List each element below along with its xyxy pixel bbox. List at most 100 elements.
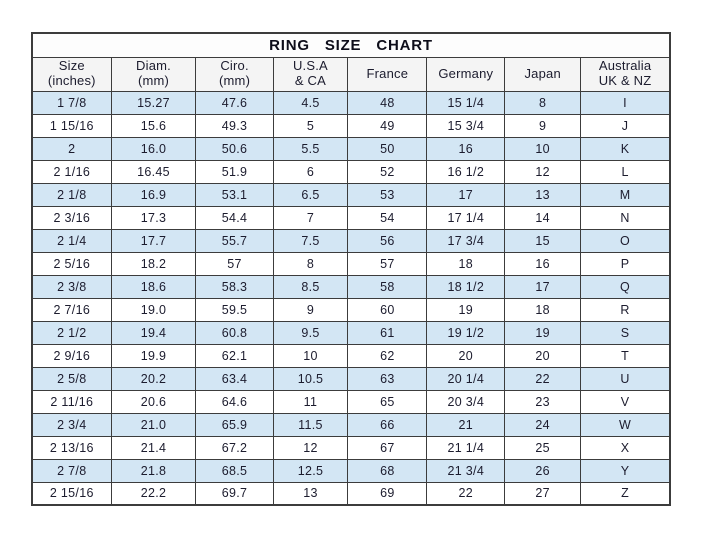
table-cell: 48	[347, 90, 428, 115]
column-header: Japan	[504, 56, 582, 92]
table-cell: Z	[580, 481, 671, 506]
table-row: 2 9/16 19.9 62.1 10 62 20 20 T	[31, 343, 671, 368]
table-cell: Q	[580, 274, 671, 299]
table-row: 1 7/8 15.27 47.6 4.5 48 15 1/4 8 I	[31, 90, 671, 115]
table-cell: 19 1/2	[426, 320, 506, 345]
table-row: 1 15/16 15.6 49.3 5 49 15 3/4 9 J	[31, 113, 671, 138]
table-row: 2 5/16 18.2 57 8 57 18 16 P	[31, 251, 671, 276]
table-body: 1 7/8 15.27 47.6 4.5 48 15 1/4 8 I 1 15/16 15.6 49…	[31, 90, 671, 506]
table-cell: U	[580, 366, 671, 391]
table-cell: 9	[272, 297, 349, 322]
table-cell: 21.4	[110, 435, 197, 460]
table-cell: 18	[426, 251, 506, 276]
table-cell: 21 1/4	[426, 435, 506, 460]
table-row: 2 16.0 50.6 5.5 50 16 10 K	[31, 136, 671, 161]
table-cell: 67	[347, 435, 428, 460]
table-cell: 63.4	[195, 366, 274, 391]
chart-title-row: RING SIZE CHART	[31, 32, 671, 58]
table-cell: 55.7	[195, 228, 274, 253]
table-row: 2 15/16 22.2 69.7 13 69 22 27 Z	[31, 481, 671, 506]
table-cell: 16	[426, 136, 506, 161]
table-cell: 12	[504, 159, 582, 184]
table-cell: 2 1/8	[31, 182, 112, 207]
table-cell: 68.5	[195, 458, 274, 483]
table-cell: 58	[347, 274, 428, 299]
table-cell: 53.1	[195, 182, 274, 207]
table-cell: 22	[504, 366, 582, 391]
table-cell: 22	[426, 481, 506, 506]
table-row: 2 13/16 21.4 67.2 12 67 21 1/4 25 X	[31, 435, 671, 460]
table-cell: 15 3/4	[426, 113, 506, 138]
table-cell: 60.8	[195, 320, 274, 345]
column-header: Diam. (mm)	[110, 56, 197, 92]
table-cell: 5	[272, 113, 349, 138]
table-cell: L	[580, 159, 671, 184]
table-cell: M	[580, 182, 671, 207]
table-cell: 16.9	[110, 182, 197, 207]
table-cell: 50.6	[195, 136, 274, 161]
table-row: 2 1/2 19.4 60.8 9.5 61 19 1/2 19 S	[31, 320, 671, 345]
table-cell: 10.5	[272, 366, 349, 391]
table-cell: 18	[504, 297, 582, 322]
table-cell: 16 1/2	[426, 159, 506, 184]
table-cell: 11	[272, 389, 349, 414]
table-cell: 65.9	[195, 412, 274, 437]
column-header: U.S.A & CA	[272, 56, 349, 92]
table-cell: 2 3/16	[31, 205, 112, 230]
table-cell: 60	[347, 297, 428, 322]
table-cell: 11.5	[272, 412, 349, 437]
table-cell: K	[580, 136, 671, 161]
table-cell: N	[580, 205, 671, 230]
table-row: 2 7/16 19.0 59.5 9 60 19 18 R	[31, 297, 671, 322]
header-row: Size (inches) Diam. (mm) Ciro. (mm) U.S.A & CA F…	[31, 56, 671, 92]
table-cell: 68	[347, 458, 428, 483]
table-cell: 16	[504, 251, 582, 276]
table-cell: 2 1/2	[31, 320, 112, 345]
table-cell: J	[580, 113, 671, 138]
table-cell: 63	[347, 366, 428, 391]
table-cell: 2 1/4	[31, 228, 112, 253]
table-cell: 57	[195, 251, 274, 276]
table-cell: 21.8	[110, 458, 197, 483]
table-cell: 19	[504, 320, 582, 345]
table-cell: 67.2	[195, 435, 274, 460]
ring-size-chart: RING SIZE CHART Size (inches) Diam. (mm) Cir…	[31, 32, 671, 506]
table-cell: 18.6	[110, 274, 197, 299]
table-cell: 2 3/8	[31, 274, 112, 299]
table-cell: 15	[504, 228, 582, 253]
table-cell: 7	[272, 205, 349, 230]
table-row: 2 5/8 20.2 63.4 10.5 63 20 1/4 22 U	[31, 366, 671, 391]
table-cell: 20	[504, 343, 582, 368]
table-cell: 24	[504, 412, 582, 437]
table-cell: 49	[347, 113, 428, 138]
column-header: France	[347, 56, 428, 92]
table-cell: 26	[504, 458, 582, 483]
table-cell: 10	[272, 343, 349, 368]
table-cell: 2	[31, 136, 112, 161]
table-cell: 1 15/16	[31, 113, 112, 138]
table-cell: 10	[504, 136, 582, 161]
table-cell: 27	[504, 481, 582, 506]
column-header: Size (inches)	[31, 56, 112, 92]
table-cell: Y	[580, 458, 671, 483]
table-row: 2 7/8 21.8 68.5 12.5 68 21 3/4 26 Y	[31, 458, 671, 483]
table-cell: 2 5/16	[31, 251, 112, 276]
column-header: Germany	[426, 56, 506, 92]
table-row: 2 3/4 21.0 65.9 11.5 66 21 24 W	[31, 412, 671, 437]
table-cell: 19.4	[110, 320, 197, 345]
table-cell: 8	[504, 90, 582, 115]
table-row: 2 1/16 16.45 51.9 6 52 16 1/2 12 L	[31, 159, 671, 184]
table-cell: 21	[426, 412, 506, 437]
table-cell: 52	[347, 159, 428, 184]
table-cell: 7.5	[272, 228, 349, 253]
column-header: Ciro. (mm)	[195, 56, 274, 92]
table-cell: 51.9	[195, 159, 274, 184]
table-cell: 53	[347, 182, 428, 207]
table-cell: 22.2	[110, 481, 197, 506]
table-cell: 58.3	[195, 274, 274, 299]
table-cell: 21 3/4	[426, 458, 506, 483]
table-cell: 5.5	[272, 136, 349, 161]
table-row: 2 3/16 17.3 54.4 7 54 17 1/4 14 N	[31, 205, 671, 230]
table-cell: 1 7/8	[31, 90, 112, 115]
